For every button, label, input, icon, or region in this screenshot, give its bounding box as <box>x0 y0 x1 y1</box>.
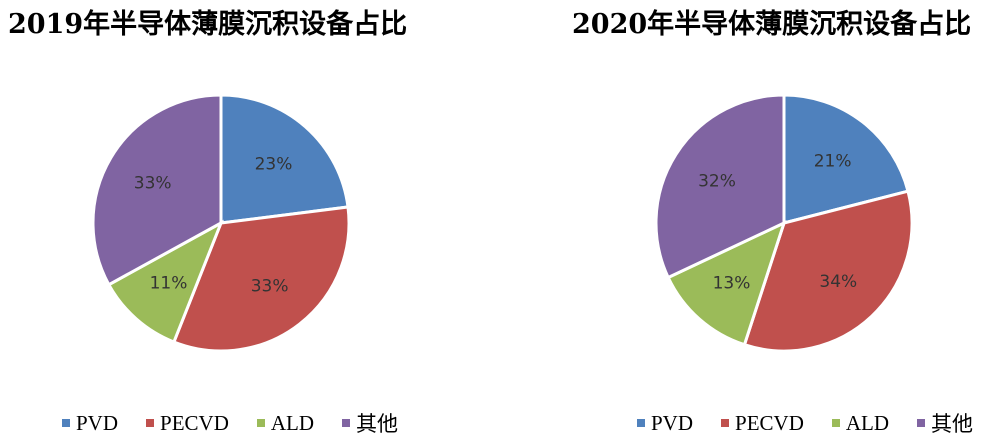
pie-slice-PVD <box>782 93 910 225</box>
legend-item-pecvd: PECVD <box>721 411 804 436</box>
legend-label: PECVD <box>735 410 804 435</box>
legend-swatch <box>721 419 730 427</box>
data-label: 33% <box>134 174 172 194</box>
pie-slice-ALD <box>106 219 224 344</box>
legend-swatch <box>62 419 70 427</box>
legend-item-other: 其他 <box>342 408 398 438</box>
legend-label: ALD <box>845 410 890 435</box>
legend-label: PVD <box>76 410 119 435</box>
legend-2019: PVD PECVD ALD 其他 <box>62 408 398 438</box>
legend-item-pvd: PVD <box>62 411 118 436</box>
chart-title-2019: 2019年半导体薄膜沉积设备占比 <box>8 9 408 40</box>
chart-title-2020: 2020年半导体薄膜沉积设备占比 <box>572 9 972 40</box>
data-label: 21% <box>814 151 852 171</box>
pie-slice-其他 <box>91 93 223 287</box>
legend-item-pecvd: PECVD <box>146 411 229 436</box>
pie-slice-PECVD <box>171 205 351 353</box>
data-label: 34% <box>819 272 857 292</box>
legend-label: ALD <box>270 410 315 435</box>
legend-swatch <box>637 419 645 427</box>
legend-swatch <box>342 419 351 427</box>
legend-label: PECVD <box>160 410 229 435</box>
legend-item-ald: ALD <box>256 410 315 436</box>
legend-label: 其他 <box>931 412 974 436</box>
data-label: 11% <box>150 274 188 294</box>
data-label: 33% <box>251 277 289 297</box>
legend-label: PVD <box>651 410 694 435</box>
legend-label: 其他 <box>356 412 399 436</box>
pie-slice-PECVD <box>742 189 914 353</box>
data-label: 13% <box>713 274 751 294</box>
pie-slice-PVD <box>219 93 350 225</box>
legend-swatch <box>917 419 926 427</box>
legend-2020: PVD PECVD ALD 其他 <box>637 408 973 438</box>
legend-item-ald: ALD <box>831 410 890 436</box>
data-label: 32% <box>698 171 736 191</box>
legend-swatch <box>146 419 155 427</box>
legend-swatch <box>256 419 265 427</box>
legend-swatch <box>831 419 840 427</box>
pie-slice-ALD <box>666 220 787 347</box>
legend-item-pvd: PVD <box>637 411 693 436</box>
pie-slice-其他 <box>654 93 786 280</box>
data-label: 23% <box>255 154 293 174</box>
legend-item-other: 其他 <box>917 408 973 438</box>
